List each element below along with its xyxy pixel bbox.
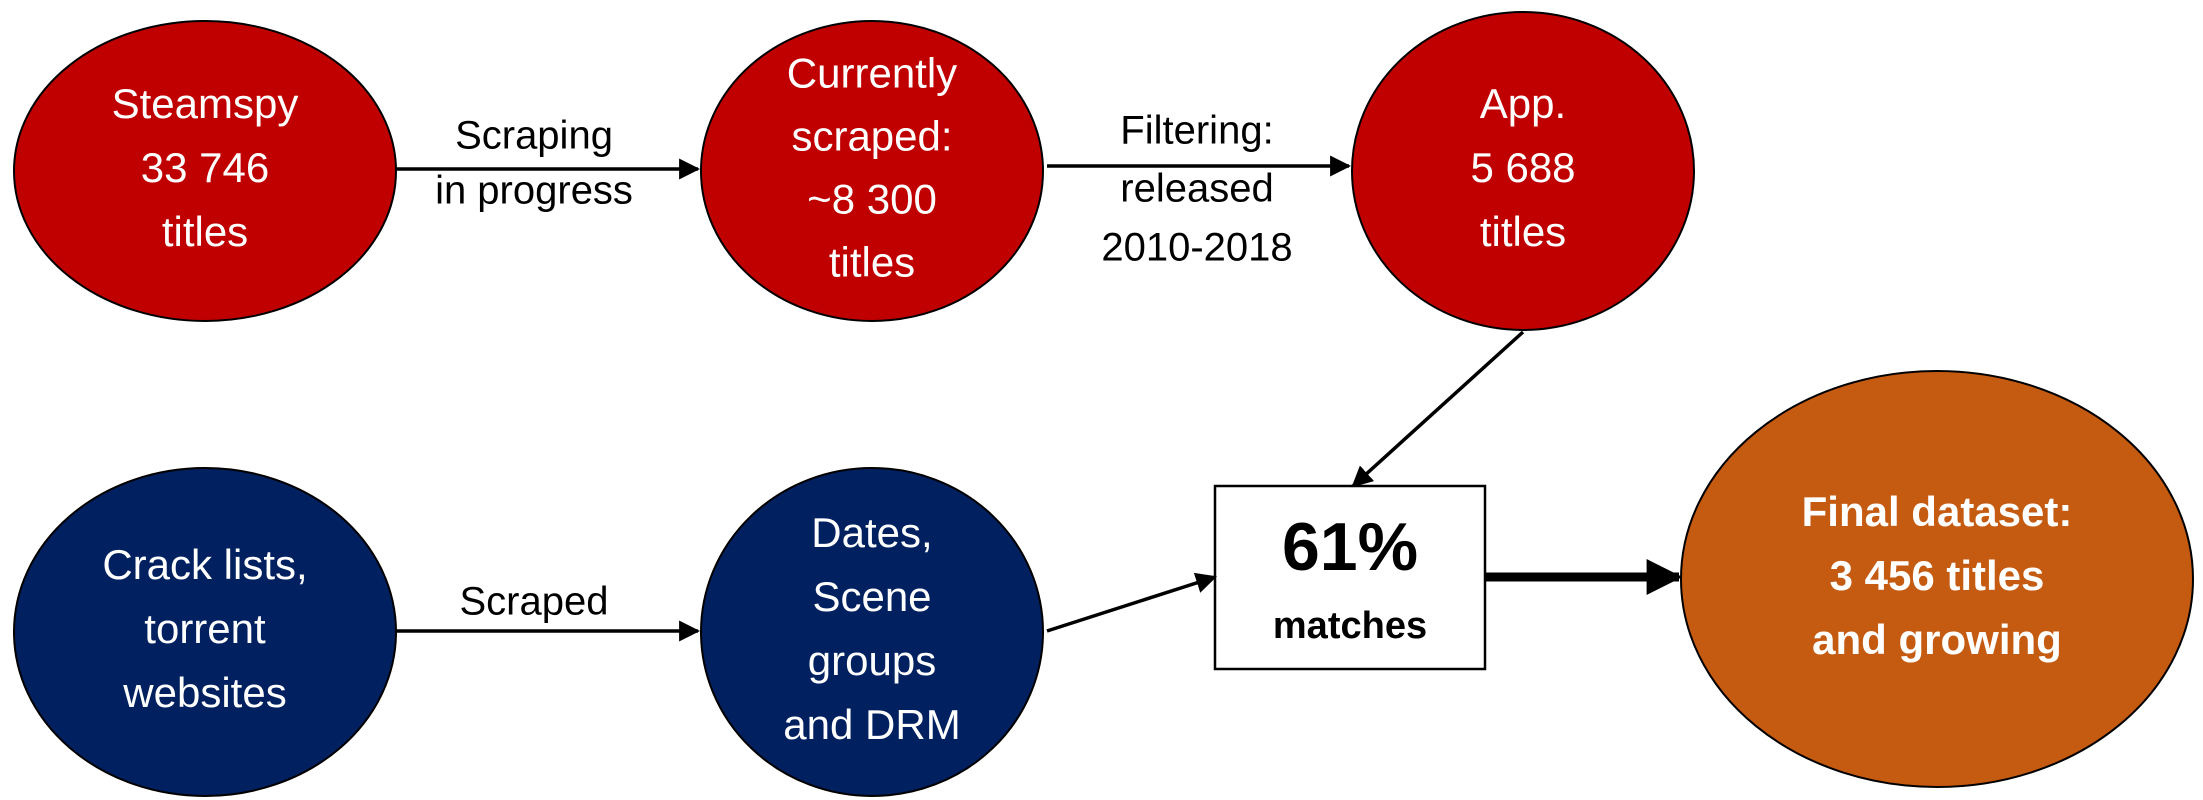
node-shape [13, 20, 397, 322]
node-label: and DRM [783, 701, 960, 748]
edge-label: in progress [435, 169, 633, 213]
node-label: websites [122, 669, 286, 716]
node-label: titles [829, 239, 915, 286]
node-shape [700, 467, 1044, 797]
node-label: matches [1273, 605, 1427, 647]
edge-label: Scraped [460, 580, 609, 624]
node-label: Currently [787, 50, 957, 97]
edge-label: Scraping [455, 114, 613, 158]
node-label: Scene [812, 573, 931, 620]
edge-arrow [1351, 330, 1525, 488]
node-label: 3 456 titles [1830, 552, 2045, 599]
edge-label: released [1120, 167, 1273, 211]
node-shape [1351, 11, 1695, 331]
node-label: Steamspy [112, 80, 299, 127]
node-label: titles [1480, 208, 1566, 255]
node-label: Crack lists, [102, 541, 307, 588]
node-label: groups [808, 637, 936, 684]
node-label: torrent [144, 605, 266, 652]
node-label: and growing [1812, 616, 2062, 663]
node-label: scraped: [791, 113, 952, 160]
node-label: titles [162, 208, 248, 255]
node-label: 61% [1282, 509, 1418, 585]
node-label: Final dataset: [1802, 488, 2073, 535]
node-label: Dates, [811, 509, 932, 556]
node-label: 5 688 [1470, 144, 1575, 191]
node-label: App. [1480, 80, 1566, 127]
edge-arrow [1046, 572, 1217, 633]
edge-label: Filtering: [1120, 109, 1273, 153]
node-label: ~8 300 [807, 176, 937, 223]
node-shape [700, 20, 1044, 322]
node-label: 33 746 [141, 144, 269, 191]
edge-label: 2010-2018 [1101, 226, 1292, 270]
